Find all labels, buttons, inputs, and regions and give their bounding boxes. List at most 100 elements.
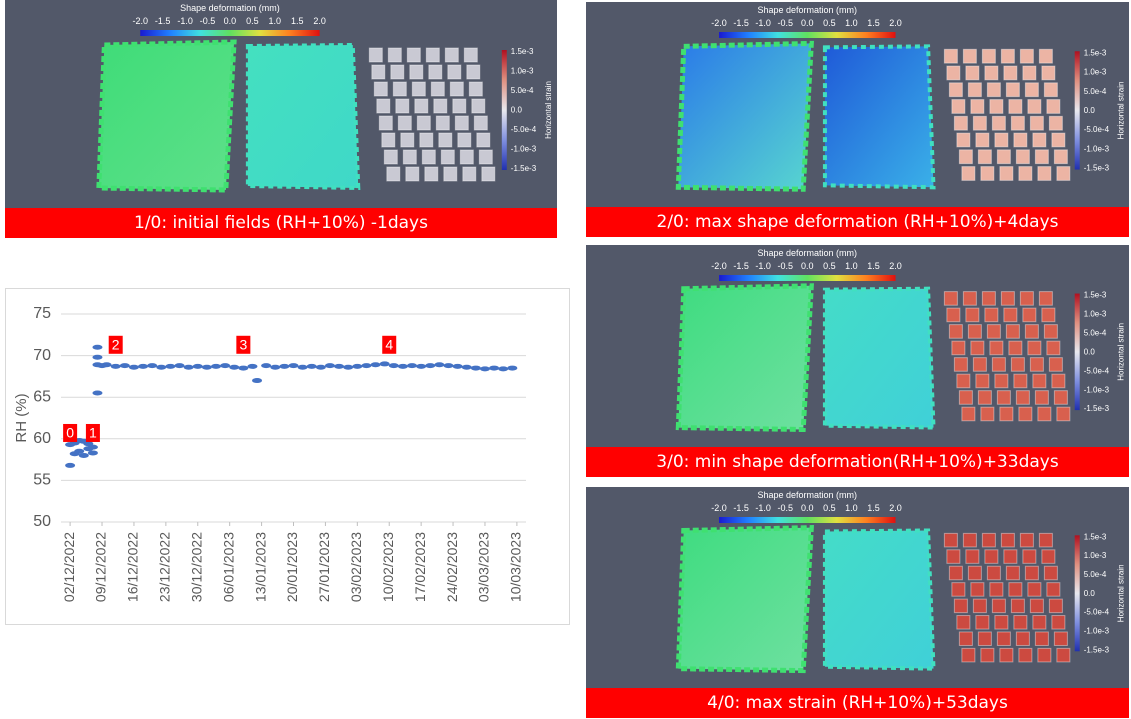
colorbar-tick-label: 0.5 [823, 18, 836, 28]
strain-tick-label: -1.5e-3 [1084, 645, 1110, 654]
point [470, 365, 481, 371]
y-tick-label: 70 [33, 347, 51, 364]
strip-block [962, 48, 977, 64]
strain-tick-label: 1.5e-3 [1084, 291, 1107, 300]
strip-block [1019, 291, 1034, 306]
x-tick-label: 13/01/2023 [252, 532, 268, 602]
strip-block [1003, 65, 1018, 81]
annotation-box [63, 423, 78, 442]
strip-block [378, 115, 393, 131]
strip-block [411, 81, 426, 97]
point [334, 363, 345, 369]
y-tick-label: 50 [33, 513, 51, 530]
strain-tick-label: 1.0e-3 [1084, 551, 1107, 560]
colorbar-tick-label: -0.5 [200, 16, 216, 26]
plate-left [96, 39, 237, 193]
colorbar-tick-label: -1.0 [755, 503, 771, 513]
point [288, 363, 299, 369]
strip-block [387, 47, 402, 63]
colorbar-tick-label: -1.5 [733, 261, 749, 271]
strain-tick-label: 1.5e-3 [1084, 48, 1107, 57]
strip-block [977, 149, 992, 165]
strip-block [1043, 565, 1058, 581]
strip-block [946, 307, 961, 323]
colorbar-tick-label: 0.5 [246, 16, 259, 26]
colorbar [140, 30, 320, 36]
point [220, 363, 231, 369]
y-tick-label: 75 [33, 305, 51, 322]
strip-block [1000, 291, 1015, 306]
strain-tick-label: -1.0e-3 [1084, 385, 1110, 394]
point [279, 363, 290, 369]
point [352, 363, 363, 369]
strip-block [1015, 390, 1030, 405]
strip-block [1034, 631, 1049, 646]
point [388, 363, 399, 369]
strip-block [953, 598, 968, 614]
y-tick-label: 65 [33, 388, 51, 405]
colorbar-tick-label: -1.0 [755, 261, 771, 271]
strip-block [951, 340, 966, 356]
colorbar-tick-label: 1.5 [867, 18, 880, 28]
point [128, 364, 139, 370]
colorbar-tick-label: 1.0 [845, 503, 858, 513]
point [324, 363, 335, 369]
strip-block [1029, 357, 1044, 372]
strip-block [1056, 166, 1071, 181]
colorbar-tick-label: 1.0 [845, 261, 858, 271]
strip-block [958, 631, 973, 646]
point [165, 363, 176, 369]
scene: Shape deformation (mm) -2.0 -1.5 -1.0 -0.5 0.… [675, 5, 1126, 192]
strip-block [943, 48, 958, 64]
strip-block [991, 598, 1006, 614]
strip-block [438, 132, 453, 148]
strip-block [397, 115, 412, 131]
point [92, 390, 103, 396]
point [434, 362, 445, 368]
strip-block [980, 647, 995, 663]
strip-block [368, 47, 383, 63]
strain-colorbar [1074, 293, 1080, 411]
x-tick-label: 02/12/2022 [61, 532, 77, 602]
colorbar [719, 32, 896, 38]
strip-block [961, 166, 976, 181]
strip-block [406, 47, 421, 63]
point [379, 361, 390, 367]
strip-block [1029, 598, 1044, 614]
strip-block [1027, 582, 1042, 597]
strip-block [476, 132, 491, 148]
strip-block [948, 324, 963, 339]
colorbar-tick-label: -2.0 [711, 18, 727, 28]
strip-block [1018, 406, 1033, 422]
annotation: 0 [66, 425, 74, 441]
strain-tick-label: 1.0e-3 [511, 67, 534, 76]
annotation-box [236, 335, 251, 354]
strip-block [1034, 390, 1049, 405]
x-tick-label: 20/01/2023 [284, 532, 300, 602]
strain-tick-label: -1.5e-3 [511, 164, 537, 173]
strip-block [1003, 307, 1018, 323]
chart-box: 50 55 60 65 70 75 RH (%) 02/12/2022 09/12/2022 16… [5, 288, 570, 625]
strip-block [956, 615, 971, 630]
strip-block [967, 565, 982, 581]
point [315, 364, 326, 370]
x-tick-label: 06/01/2023 [220, 532, 236, 602]
strip-block [1010, 357, 1025, 372]
strip-block [1019, 48, 1034, 64]
strip-block [471, 98, 486, 114]
strip-block [951, 99, 966, 114]
strip-block [965, 307, 980, 323]
strip-block [1022, 65, 1037, 81]
point [361, 363, 372, 369]
strip-block [1053, 149, 1068, 165]
strip-block [466, 64, 481, 80]
strip-block [1038, 291, 1053, 306]
point [261, 363, 272, 369]
strip-block [1024, 324, 1039, 339]
strip-block [981, 532, 996, 548]
colorbar-tick-label: 2.0 [889, 503, 902, 513]
strip-block [953, 115, 968, 131]
strip-block [425, 47, 440, 63]
strip-block [1043, 82, 1058, 98]
